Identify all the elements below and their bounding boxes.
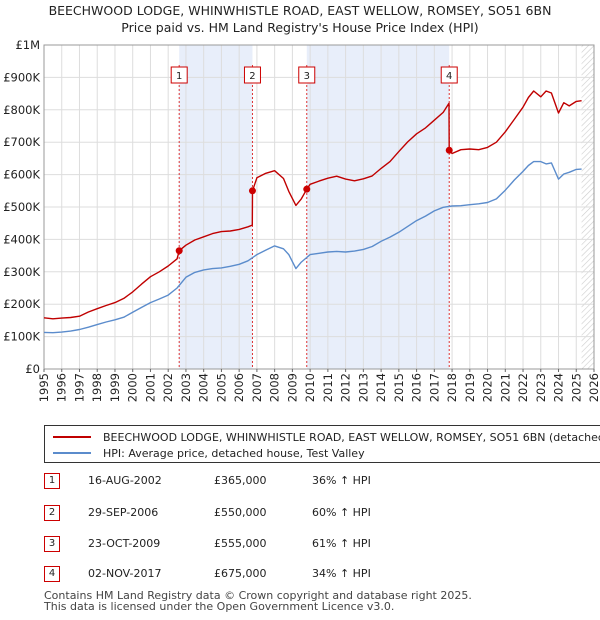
x-tick-label: 2015 [392,373,406,402]
x-tick-label: 1996 [55,373,69,402]
sale-hpi-change: 34% ↑ HPI [312,567,371,580]
x-tick-label: 2017 [427,373,441,402]
footer-licence: This data is licensed under the Open Gov… [44,600,395,613]
y-tick-label: £600K [3,168,40,182]
x-tick-label: 1995 [37,373,51,402]
x-tick-label: 2012 [339,373,353,402]
sale-hpi-change: 61% ↑ HPI [312,537,371,550]
chart-legend: BEECHWOOD LODGE, WHINWHISTLE ROAD, EAST … [44,425,600,463]
x-tick-label: 2006 [232,373,246,402]
x-tick-label: 1999 [108,373,122,402]
sale-date: 23-OCT-2009 [88,537,161,550]
series-line-hpi [43,160,582,334]
sale-hpi-change: 36% ↑ HPI [312,474,371,487]
x-tick-label: 2004 [197,373,211,402]
x-tick-label: 2016 [410,373,424,402]
x-tick-label: 2005 [214,373,228,402]
sale-date: 29-SEP-2006 [88,506,159,519]
sale-label-box-4 [440,66,458,84]
x-tick-label: 2021 [498,373,512,402]
sale-number-badge: 1 [44,473,60,489]
series-line-property [43,90,582,320]
legend-item-hpi: HPI: Average price, detached house, Test… [53,445,365,461]
legend-label-hpi: HPI: Average price, detached house, Test… [103,446,365,460]
sale-point-3 [303,185,311,193]
y-tick-label: £200K [3,297,40,311]
y-tick-label: £100K [3,330,40,344]
x-tick-label: 2003 [179,373,193,402]
x-tick-label: 2002 [161,373,175,402]
x-tick-label: 2022 [516,373,530,402]
sale-price: £675,000 [214,567,267,580]
sale-price: £550,000 [214,506,267,519]
legend-swatch-property [53,436,91,438]
x-tick-label: 2023 [534,373,548,402]
x-tick-label: 2001 [143,373,157,402]
y-tick-label: £0 [25,362,40,376]
x-tick-label: 2024 [552,373,566,402]
sale-label-box-2 [243,66,261,84]
y-tick-label: £300K [3,265,40,279]
chart-subtitle: Price paid vs. HM Land Registry's House … [121,20,479,35]
sale-number-badge: 2 [44,505,60,521]
x-tick-label: 2010 [303,373,317,402]
x-tick-label: 2000 [126,373,140,402]
x-tick-label: 2014 [374,373,388,402]
x-tick-label: 1997 [72,373,86,402]
sale-label-4: 4 [446,71,452,82]
y-tick-label: £400K [3,232,40,246]
price-chart: £0 £100K £200K £300K £400K £500K £600K £700K £80… [3,38,600,402]
sale-price: £365,000 [214,474,267,487]
plot-frame [43,44,595,370]
chart-title-line-1: BEECHWOOD LODGE, WHINWHISTLE ROAD, EAST … [48,3,552,18]
sale-label-1: 1 [176,71,182,82]
footer: Contains HM Land Registry data © Crown c… [44,590,472,612]
sale-label-box-1 [170,66,188,84]
x-tick-label: 2013 [356,373,370,402]
sale-label-2: 2 [249,71,255,82]
sale-point-4 [445,146,453,154]
sale-date: 02-NOV-2017 [88,567,162,580]
chart-title: BEECHWOOD LODGE, WHINWHISTLE ROAD, EAST … [0,2,600,36]
sale-number-badge: 4 [44,566,60,582]
sale-point-1 [175,247,183,255]
sale-price: £555,000 [214,537,267,550]
y-tick-label: £800K [3,103,40,117]
x-tick-label: 1998 [90,373,104,402]
x-tick-label: 2007 [250,373,264,402]
footer-copyright: Contains HM Land Registry data © Crown c… [44,589,472,602]
x-tick-label: 2008 [268,373,282,402]
sale-hpi-change: 60% ↑ HPI [312,506,371,519]
sale-label-box-3 [298,66,316,84]
x-tick-label: 2011 [321,373,335,402]
y-tick-label: £700K [3,135,40,149]
y-tick-label: £900K [3,70,40,84]
y-tick-label: £1M [15,38,40,52]
sale-date: 16-AUG-2002 [88,474,162,487]
x-tick-label: 2025 [569,373,583,402]
y-tick-label: £500K [3,200,40,214]
x-tick-label: 2019 [463,373,477,402]
sale-label-3: 3 [304,71,310,82]
sale-number-badge: 3 [44,536,60,552]
x-tick-label: 2026 [587,373,600,402]
x-tick-label: 2009 [285,373,299,402]
x-tick-label: 2018 [445,373,459,402]
legend-label-property: BEECHWOOD LODGE, WHINWHISTLE ROAD, EAST … [103,430,600,444]
sale-point-2 [248,187,256,195]
x-tick-label: 2020 [481,373,495,402]
legend-item-property: BEECHWOOD LODGE, WHINWHISTLE ROAD, EAST … [53,429,600,445]
legend-swatch-hpi [53,452,91,454]
